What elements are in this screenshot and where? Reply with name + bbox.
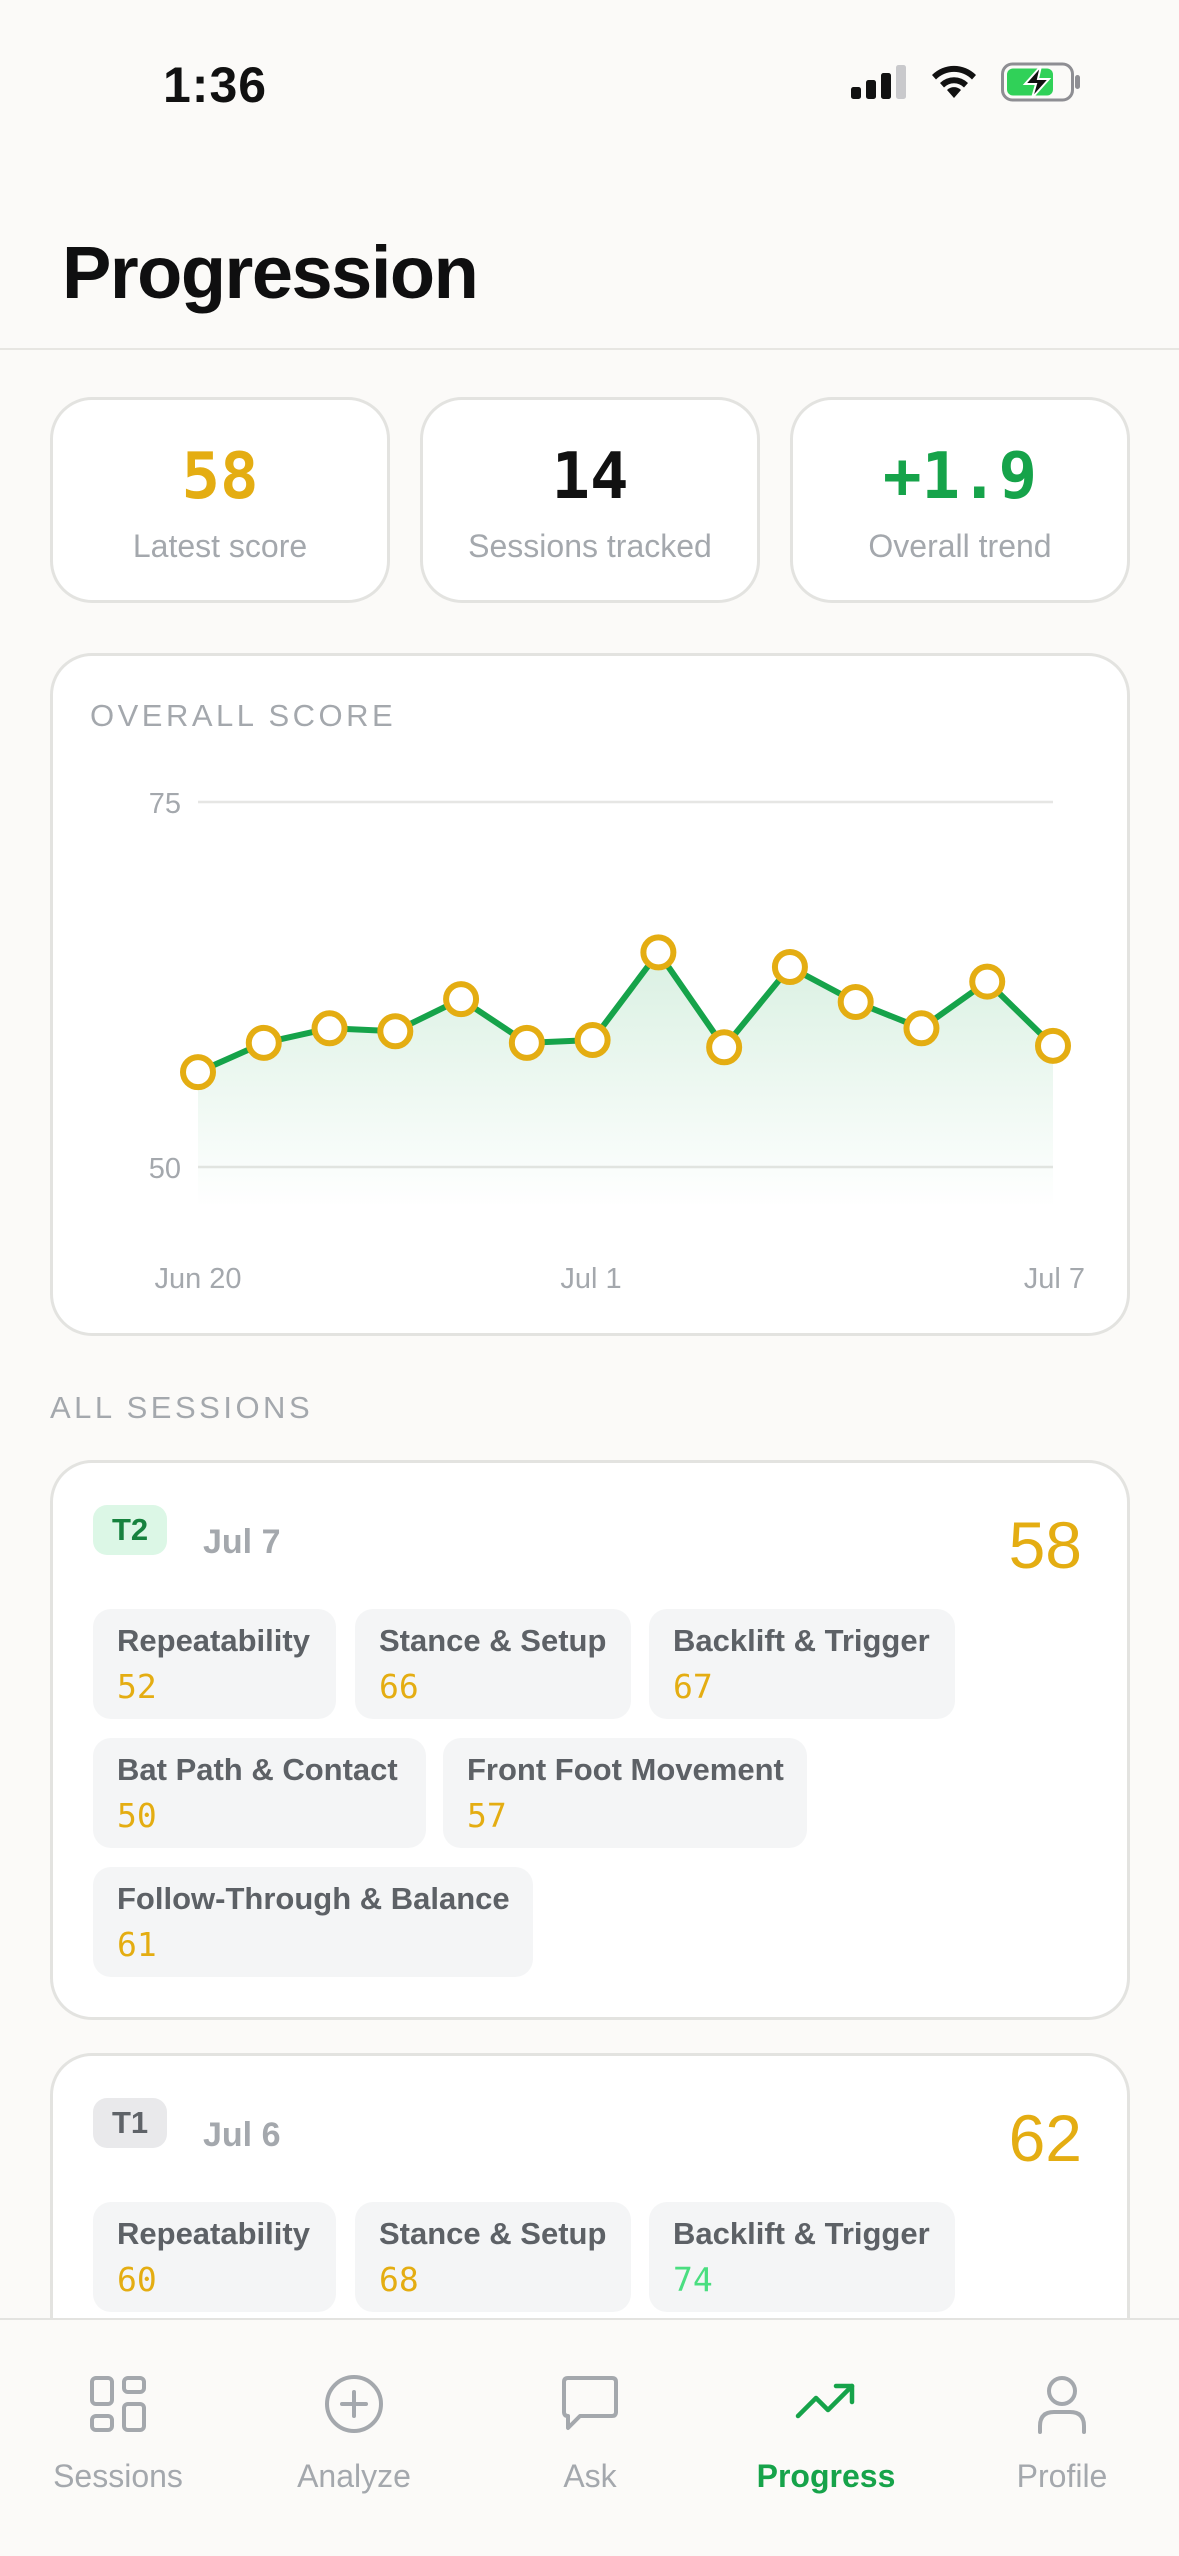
session-date: Jul 7 xyxy=(203,1523,281,1561)
status-icons xyxy=(851,62,1081,102)
metric-pill: Stance & Setup 66 xyxy=(355,1609,631,1719)
session-score: 58 xyxy=(1008,1508,1082,1582)
metric-name: Repeatability xyxy=(117,2216,310,2251)
nav-item-ask[interactable]: Ask xyxy=(472,2320,708,2520)
stat-value: +1.9 xyxy=(882,440,1038,514)
metric-value: 60 xyxy=(117,2260,157,2299)
x-tick-label: Jun 20 xyxy=(154,1263,241,1295)
metric-pill: Bat Path & Contact 50 xyxy=(93,1738,426,1848)
session-card[interactable]: T2 Jul 7 58 Repeatability 52 Stance & Se… xyxy=(50,1460,1130,2020)
data-point[interactable] xyxy=(706,1029,743,1066)
data-point[interactable] xyxy=(837,984,874,1021)
sessions-tracked-card: 14 Sessions tracked xyxy=(420,397,760,603)
metric-value: 74 xyxy=(673,2260,713,2299)
stat-value: 14 xyxy=(551,440,629,514)
data-point[interactable] xyxy=(508,1024,545,1061)
data-point[interactable] xyxy=(443,981,480,1018)
metric-value: 57 xyxy=(467,1796,507,1835)
data-point[interactable] xyxy=(1035,1027,1071,1064)
data-point[interactable] xyxy=(377,1013,414,1050)
nav-item-sessions[interactable]: Sessions xyxy=(0,2320,236,2520)
nav-label: Sessions xyxy=(53,2458,183,2494)
page-title: Progression xyxy=(62,231,479,314)
overall-trend-card: +1.9 Overall trend xyxy=(790,397,1130,603)
session-date: Jul 6 xyxy=(203,2116,281,2154)
metric-value: 50 xyxy=(117,1796,157,1835)
overall-score-chart: 75 50 Jun 20 Jul 1 Jul 7 xyxy=(149,788,1085,1295)
data-point[interactable] xyxy=(903,1010,940,1047)
data-point[interactable] xyxy=(245,1024,282,1061)
nav-item-progress[interactable]: Progress xyxy=(708,2320,944,2520)
metric-name: Stance & Setup xyxy=(379,1623,607,1658)
bottom-nav: Sessions Analyze Ask Progress xyxy=(0,2318,1179,2556)
nav-item-analyze[interactable]: Analyze xyxy=(236,2320,472,2520)
metric-pill: Stance & Setup 68 xyxy=(355,2202,631,2312)
metric-pill: Backlift & Trigger 74 xyxy=(649,2202,955,2312)
header: Progression xyxy=(0,200,1179,350)
x-tick-label: Jul 1 xyxy=(560,1263,621,1295)
metric-value: 66 xyxy=(379,1667,419,1706)
nav-label: Progress xyxy=(756,2458,896,2494)
data-point[interactable] xyxy=(771,948,808,985)
series-area xyxy=(198,952,1053,1207)
metric-pill: Repeatability 52 xyxy=(93,1609,336,1719)
metric-pill: Front Foot Movement 57 xyxy=(443,1738,807,1848)
y-tick-label: 75 xyxy=(149,788,181,820)
metric-pill: Follow-Through & Balance 61 xyxy=(93,1867,533,1977)
x-tick-label: Jul 7 xyxy=(1024,1263,1085,1295)
metric-name: Stance & Setup xyxy=(379,2216,607,2251)
metric-name: Bat Path & Contact xyxy=(117,1752,398,1787)
tier-badge: T2 xyxy=(93,1505,168,1555)
metric-name: Backlift & Trigger xyxy=(673,1623,930,1658)
battery-charging-icon xyxy=(1001,62,1081,102)
metric-pill: Repeatability 60 xyxy=(93,2202,336,2312)
status-time: 1:36 xyxy=(163,57,268,113)
data-point[interactable] xyxy=(640,934,677,971)
session-score: 62 xyxy=(1008,2101,1082,2175)
metric-name: Follow-Through & Balance xyxy=(117,1881,510,1916)
data-point[interactable] xyxy=(180,1054,216,1091)
wifi-icon xyxy=(929,64,979,100)
nav-label: Profile xyxy=(1016,2458,1108,2494)
nav-label: Ask xyxy=(563,2458,617,2494)
data-point[interactable] xyxy=(969,963,1006,1000)
data-point[interactable] xyxy=(574,1021,611,1058)
metric-value: 52 xyxy=(117,1667,157,1706)
tier-badge: T1 xyxy=(93,2098,168,2148)
metric-value: 67 xyxy=(673,1667,713,1706)
cellular-signal-icon xyxy=(851,65,907,99)
all-sessions-label: ALL SESSIONS xyxy=(50,1390,314,1425)
overall-score-chart-card: OVERALL SCORE 75 50 Jun 20 Jul 1 Jul 7 xyxy=(50,653,1130,1336)
nav-item-profile[interactable]: Profile xyxy=(944,2320,1179,2520)
metric-name: Front Foot Movement xyxy=(467,1752,784,1787)
stat-label: Latest score xyxy=(132,528,308,564)
stat-label: Overall trend xyxy=(868,528,1052,564)
stat-value: 58 xyxy=(181,440,259,514)
metric-value: 61 xyxy=(117,1925,157,1964)
data-point[interactable] xyxy=(311,1010,348,1047)
nav-label: Analyze xyxy=(297,2458,411,2494)
y-tick-label: 50 xyxy=(149,1153,181,1185)
metric-name: Repeatability xyxy=(117,1623,310,1658)
chart-title: OVERALL SCORE xyxy=(90,698,397,733)
latest-score-card: 58 Latest score xyxy=(50,397,390,603)
metric-pill: Backlift & Trigger 67 xyxy=(649,1609,955,1719)
stat-label: Sessions tracked xyxy=(468,528,712,564)
metric-name: Backlift & Trigger xyxy=(673,2216,930,2251)
status-bar: 1:36 xyxy=(0,0,1179,160)
metric-value: 68 xyxy=(379,2260,419,2299)
